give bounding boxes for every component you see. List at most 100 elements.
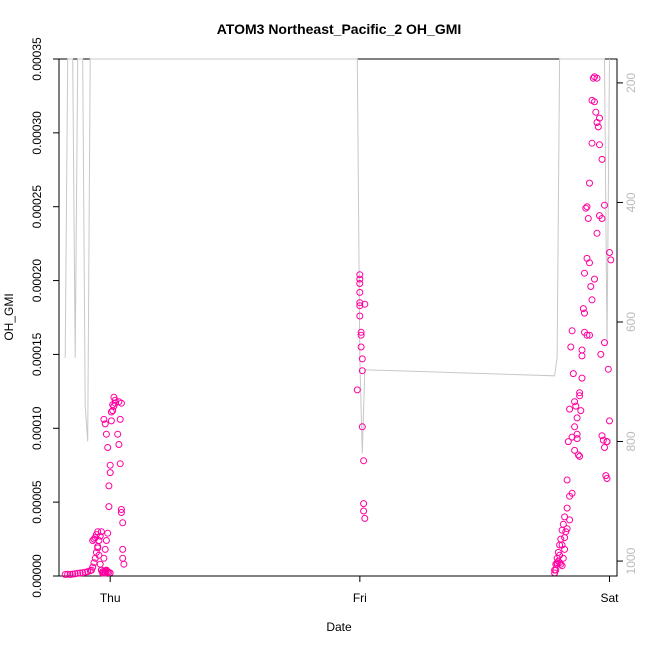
y-axis: 0.00000 0.00005 0.00010 0.00015 0.00020 0.000… [30,37,59,598]
y2-tick-label: 200 [624,73,638,93]
data-point [356,280,364,287]
data-point [583,254,591,262]
data-point [574,451,582,459]
data-point [568,433,576,441]
data-point [101,420,109,428]
x-axis-label: Date [326,620,352,634]
data-point [581,269,588,277]
data-point [96,560,104,568]
data-point [89,563,97,571]
data-point [353,386,361,394]
data-point [588,96,596,104]
data-point [576,452,584,460]
data-point [109,407,117,415]
data-point [581,309,588,317]
data-point [360,507,368,515]
data-point [356,302,364,310]
data-point [101,545,109,553]
data-point [106,461,114,469]
data-point [573,435,581,443]
data-point [592,108,600,116]
data-point [593,74,601,82]
data-point [571,398,579,406]
data-point [120,560,128,568]
data-point [90,559,98,567]
data-point [554,548,562,556]
data-point [100,415,108,423]
data-point [79,569,87,577]
data-point [598,215,606,222]
y-tick-label: 0.00005 [30,480,44,524]
data-point [572,402,580,410]
data-point [594,123,602,131]
data-point [569,370,577,378]
data-point [603,438,611,446]
data-point [100,554,108,562]
data-point [588,296,596,304]
data-point [104,529,112,537]
data-point [577,407,585,415]
x-tick-label: Thu [100,591,121,605]
data-point [566,492,574,500]
data-point [561,513,569,521]
data-point [119,545,127,553]
data-point [582,204,590,212]
y-tick-label: 0.00025 [30,185,44,229]
data-point [586,179,593,187]
data-point [557,560,565,568]
data-point [71,570,79,578]
data-point [603,475,611,482]
data-point [584,215,592,222]
data-point [107,417,115,425]
pressure-line-layer [64,58,610,454]
y-tick-label: 0.00020 [30,259,44,303]
y-tick-label: 0.00010 [30,406,44,450]
data-point [74,569,82,577]
data-point [114,430,122,438]
data-point [105,482,113,490]
data-point [357,343,365,351]
data-point [357,331,365,339]
data-point [566,405,574,413]
data-point [563,525,571,533]
data-point [564,438,572,446]
data-point [567,343,575,351]
data-point [559,520,567,528]
x-tick-label: Sat [601,591,620,605]
data-point [357,328,365,336]
data-point [117,399,125,407]
data-point [553,559,561,567]
y2-axis: 200 400 600 800 1000 [617,73,638,574]
data-point [76,569,84,577]
data-point [66,571,74,578]
data-point [566,516,574,524]
y2-tick-label: 1000 [624,547,638,574]
data-point [596,141,603,149]
data-point [576,389,584,397]
data-point [64,570,72,578]
chart-title: ATOM3 Northeast_Pacific_2 OH_GMI [217,21,462,37]
data-point [107,408,115,416]
data-point [578,374,586,382]
data-point [558,562,566,570]
data-point [117,506,125,513]
y-tick-label: 0.00015 [30,332,44,376]
data-point [358,367,366,375]
data-point [102,537,110,544]
data-point [361,514,369,522]
data-point [117,509,125,516]
data-point [587,283,595,290]
data-point [358,423,366,431]
data-point [361,300,369,308]
data-point [589,74,597,82]
y-tick-label: 0.00030 [30,111,44,155]
data-point [576,392,584,400]
data-point [356,288,364,296]
data-point [106,469,114,477]
y-axis-label: OH_GMI [2,293,16,340]
data-point [356,299,364,307]
data-point [104,444,112,451]
data-point [115,441,123,448]
data-point [99,569,107,577]
plot-frame [58,58,618,577]
